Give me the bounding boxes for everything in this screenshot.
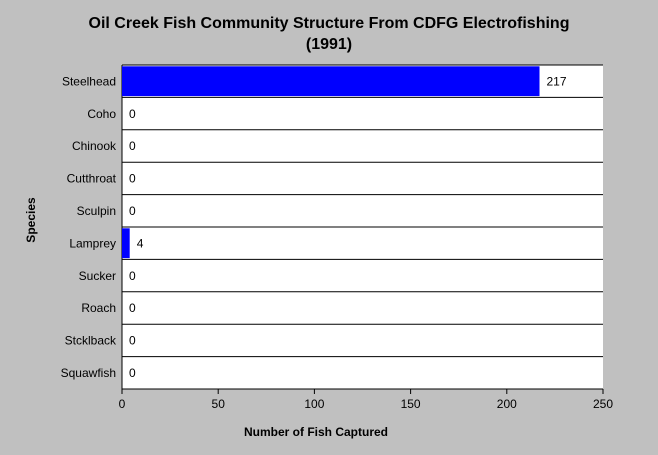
y-tick-label: Stcklback xyxy=(65,334,117,348)
bar xyxy=(122,228,130,259)
data-label: 0 xyxy=(129,301,136,315)
data-label: 0 xyxy=(129,172,136,186)
x-tick-label: 150 xyxy=(401,397,421,411)
x-tick-label: 250 xyxy=(593,397,613,411)
data-label: 217 xyxy=(547,74,567,88)
y-axis-label: Species xyxy=(24,197,38,243)
x-axis-label: Number of Fish Captured xyxy=(244,425,388,439)
x-tick-label: 50 xyxy=(212,397,226,411)
y-tick-label: Roach xyxy=(81,301,116,315)
y-tick-label: Steelhead xyxy=(62,74,116,88)
data-label: 0 xyxy=(129,366,136,380)
y-tick-label: Cutthroat xyxy=(67,172,117,186)
y-tick-label: Chinook xyxy=(72,139,117,153)
y-tick-label: Sculpin xyxy=(77,204,116,218)
y-tick-label: Sucker xyxy=(79,269,116,283)
y-tick-label: Coho xyxy=(87,107,116,121)
data-label: 0 xyxy=(129,107,136,121)
data-label: 4 xyxy=(137,236,144,250)
chart-title: Oil Creek Fish Community Structure From … xyxy=(89,15,570,32)
data-label: 0 xyxy=(129,204,136,218)
bar xyxy=(122,66,540,97)
x-tick-label: 100 xyxy=(304,397,324,411)
x-tick-label: 200 xyxy=(497,397,517,411)
data-label: 0 xyxy=(129,139,136,153)
chart-title: (1991) xyxy=(306,36,352,53)
y-tick-label: Lamprey xyxy=(69,236,116,250)
data-label: 0 xyxy=(129,334,136,348)
x-tick-label: 0 xyxy=(119,397,126,411)
data-label: 0 xyxy=(129,269,136,283)
y-tick-label: Squawfish xyxy=(61,366,116,380)
